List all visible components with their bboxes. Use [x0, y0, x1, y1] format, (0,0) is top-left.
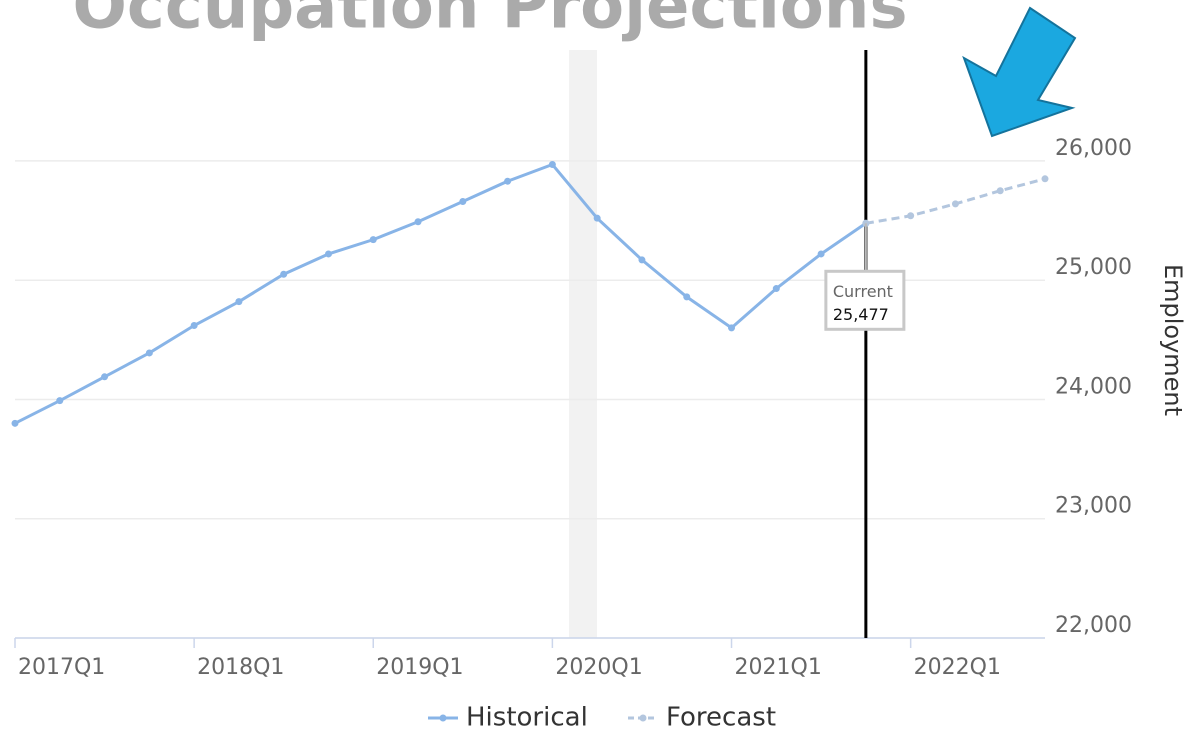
series-line: [14, 162, 867, 425]
legend-label: Historical: [466, 703, 588, 732]
point: [728, 324, 736, 332]
point: [996, 187, 1004, 195]
y-tick-label: 25,000: [1055, 255, 1132, 280]
legend-marker: [439, 714, 447, 722]
y-tick-label: 26,000: [1055, 136, 1132, 161]
y-tick-label: 24,000: [1055, 374, 1132, 399]
point: [817, 250, 825, 258]
tooltip-value: 25,477: [833, 305, 889, 324]
point: [101, 373, 109, 381]
point: [593, 214, 601, 222]
point: [324, 250, 332, 258]
point: [1041, 175, 1049, 183]
shaded-band: [569, 50, 597, 638]
point: [369, 236, 377, 244]
point: [683, 293, 691, 301]
x-tick-label: 2019Q1: [376, 655, 463, 680]
point: [145, 349, 153, 357]
point: [190, 322, 198, 330]
tooltip-box: [824, 269, 906, 331]
x-tick-label: 2018Q1: [197, 655, 284, 680]
y-tick-label: 23,000: [1055, 494, 1132, 519]
tooltip-label: Current: [833, 282, 893, 301]
point: [11, 419, 19, 427]
point: [548, 160, 556, 168]
point: [459, 197, 467, 205]
x-tick-label: 2022Q1: [914, 655, 1001, 680]
pointer-arrow: [962, 6, 1077, 138]
point: [504, 177, 512, 185]
chart-title: Occupation Projections: [72, 0, 907, 44]
y-tick-label: 22,000: [1055, 613, 1132, 638]
y-axis-label: Employment: [1159, 264, 1187, 416]
x-tick-label: 2017Q1: [18, 655, 105, 680]
point: [56, 397, 64, 405]
point: [280, 270, 288, 278]
x-tick-label: 2020Q1: [555, 655, 642, 680]
point: [235, 298, 243, 306]
legend-label: Forecast: [666, 703, 776, 732]
legend-marker: [639, 714, 647, 722]
point: [638, 256, 646, 264]
point: [772, 285, 780, 293]
point: [907, 212, 915, 220]
x-tick-label: 2021Q1: [735, 655, 822, 680]
point: [414, 218, 422, 226]
point: [951, 200, 959, 208]
